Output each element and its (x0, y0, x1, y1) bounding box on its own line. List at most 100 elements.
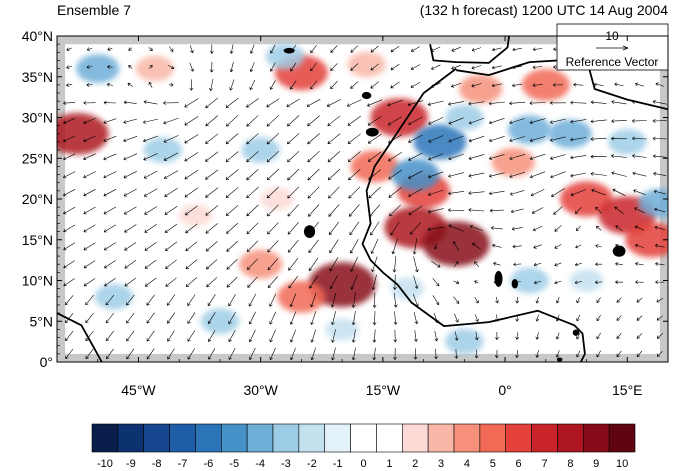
wind-vector (270, 62, 276, 72)
wind-vector (127, 82, 133, 87)
wind-vector (103, 135, 117, 142)
wind-vector (148, 81, 153, 88)
wind-vector (269, 347, 276, 361)
lat-tick-label: 10°N (22, 273, 53, 289)
wind-vector (246, 133, 259, 145)
wind-vector (209, 61, 214, 73)
wind-vector (428, 135, 444, 143)
wind-vector (533, 244, 542, 249)
wind-vector (632, 154, 647, 158)
wind-vector (225, 97, 239, 108)
wind-vector (612, 188, 626, 196)
wind-vector (287, 239, 299, 253)
wind-vector (126, 330, 135, 342)
wind-vector (448, 117, 464, 125)
wind-vector (634, 82, 644, 87)
lon-tick-label: 15°W (366, 382, 401, 398)
wind-vector (327, 168, 341, 181)
wind-vector (370, 238, 379, 254)
wind-vector (310, 293, 317, 308)
wind-vector (63, 260, 75, 269)
wind-vector (615, 225, 623, 232)
wind-vector (351, 311, 356, 326)
colorbar-label: 6 (516, 458, 522, 470)
colorbar-label: -3 (281, 458, 291, 470)
wind-vector (468, 172, 485, 178)
wind-vector (226, 222, 239, 234)
wind-vector (509, 136, 525, 143)
wind-vector (555, 332, 560, 340)
wind-vector (489, 208, 504, 213)
wind-vector (590, 172, 607, 176)
wind-vector (492, 243, 502, 248)
wind-vector (573, 82, 584, 87)
lat-tick-label: 15°N (22, 232, 53, 248)
anomaly-cell (608, 129, 647, 155)
wind-vector (229, 79, 235, 91)
lat-tick-label: 25°N (22, 150, 53, 166)
island (556, 357, 563, 362)
wind-vector (390, 63, 400, 71)
wind-vector (472, 242, 481, 250)
wind-vector (348, 168, 361, 181)
wind-vector (103, 118, 117, 124)
wind-vector (513, 280, 521, 285)
wind-vector (427, 189, 444, 196)
wind-vector (329, 239, 339, 254)
wind-vector (85, 330, 94, 342)
wind-vector (185, 259, 198, 270)
wind-vector (267, 258, 279, 271)
wind-vector (225, 187, 239, 198)
wind-vector (413, 275, 419, 289)
lat-tick-label: 0° (40, 354, 53, 370)
wind-vector (432, 295, 440, 306)
wind-vector (576, 350, 581, 358)
anomaly-cell (143, 137, 183, 163)
wind-vector (107, 65, 113, 69)
colorbar-swatch (479, 423, 507, 453)
wind-vector (387, 116, 403, 126)
wind-vector (85, 348, 94, 360)
missing-data-region (57, 36, 668, 45)
wind-vector (555, 350, 560, 358)
wind-vector (656, 333, 663, 339)
wind-vector (468, 154, 485, 160)
latitude-axis: 0° 5°N 10°N 15°N 20°N 25°N 30°N 35°N 40°N (22, 28, 668, 370)
missing-data-region (57, 353, 668, 362)
wind-vector (246, 98, 259, 108)
wind-vector (307, 186, 320, 199)
wind-vector (611, 119, 627, 123)
colorbar-label: -8 (152, 458, 162, 470)
wind-vector (492, 47, 502, 52)
wind-vector (167, 312, 176, 324)
wind-vector (594, 280, 603, 285)
colorbar-swatch (608, 423, 636, 453)
wind-vector (596, 297, 601, 303)
wind-vector (246, 240, 259, 252)
wind-vector (428, 117, 444, 125)
wind-vector (512, 65, 523, 70)
anomaly-cell (135, 55, 174, 82)
colorbar-swatch (324, 423, 351, 453)
wind-vector (471, 83, 482, 88)
wind-vector (168, 46, 174, 52)
wind-vector (123, 188, 137, 197)
anomaly-cell (413, 124, 467, 160)
wind-vector (372, 311, 377, 326)
wind-vector (549, 136, 566, 142)
wind-vector (468, 101, 485, 106)
wind-vector (330, 63, 338, 71)
map-panel: 10 Reference Vector 0° 5°N 10°N 15°N 20°N 25°… (22, 23, 669, 398)
wind-vector (167, 330, 175, 342)
anomaly-cell (347, 51, 386, 78)
wind-vector (228, 293, 236, 307)
wind-vector (367, 116, 382, 126)
wind-vector (165, 241, 178, 251)
wind-vector (308, 221, 319, 235)
reference-vector-label: Reference Vector (566, 55, 659, 69)
wind-vector (370, 221, 380, 236)
wind-vector (189, 79, 194, 91)
wind-vector (306, 98, 321, 107)
wind-vector (144, 259, 157, 269)
wind-vector (512, 83, 523, 88)
